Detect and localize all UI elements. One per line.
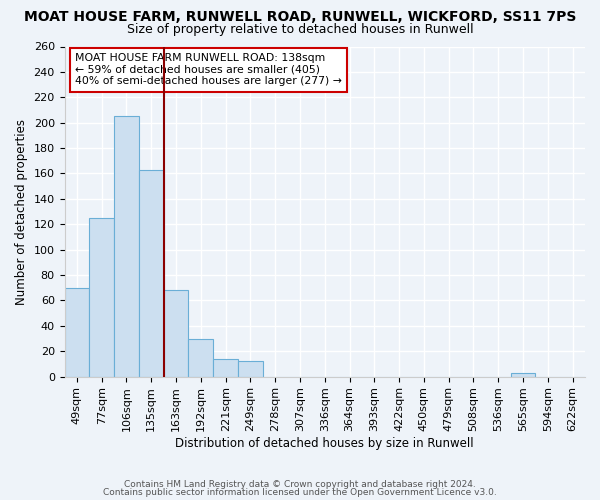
Bar [89,218,114,376]
Text: Contains HM Land Registry data © Crown copyright and database right 2024.: Contains HM Land Registry data © Crown c… [124,480,476,489]
Text: Contains public sector information licensed under the Open Government Licence v3: Contains public sector information licen… [103,488,497,497]
X-axis label: Distribution of detached houses by size in Runwell: Distribution of detached houses by size … [175,437,474,450]
Bar [65,288,89,376]
Bar [114,116,139,376]
Bar [511,373,535,376]
Bar [238,362,263,376]
Y-axis label: Number of detached properties: Number of detached properties [15,118,28,304]
Text: MOAT HOUSE FARM RUNWELL ROAD: 138sqm
← 59% of detached houses are smaller (405)
: MOAT HOUSE FARM RUNWELL ROAD: 138sqm ← 5… [75,53,342,86]
Bar [213,359,238,376]
Text: Size of property relative to detached houses in Runwell: Size of property relative to detached ho… [127,22,473,36]
Text: MOAT HOUSE FARM, RUNWELL ROAD, RUNWELL, WICKFORD, SS11 7PS: MOAT HOUSE FARM, RUNWELL ROAD, RUNWELL, … [24,10,576,24]
Bar [188,338,213,376]
Bar [139,170,164,376]
Bar [164,290,188,376]
